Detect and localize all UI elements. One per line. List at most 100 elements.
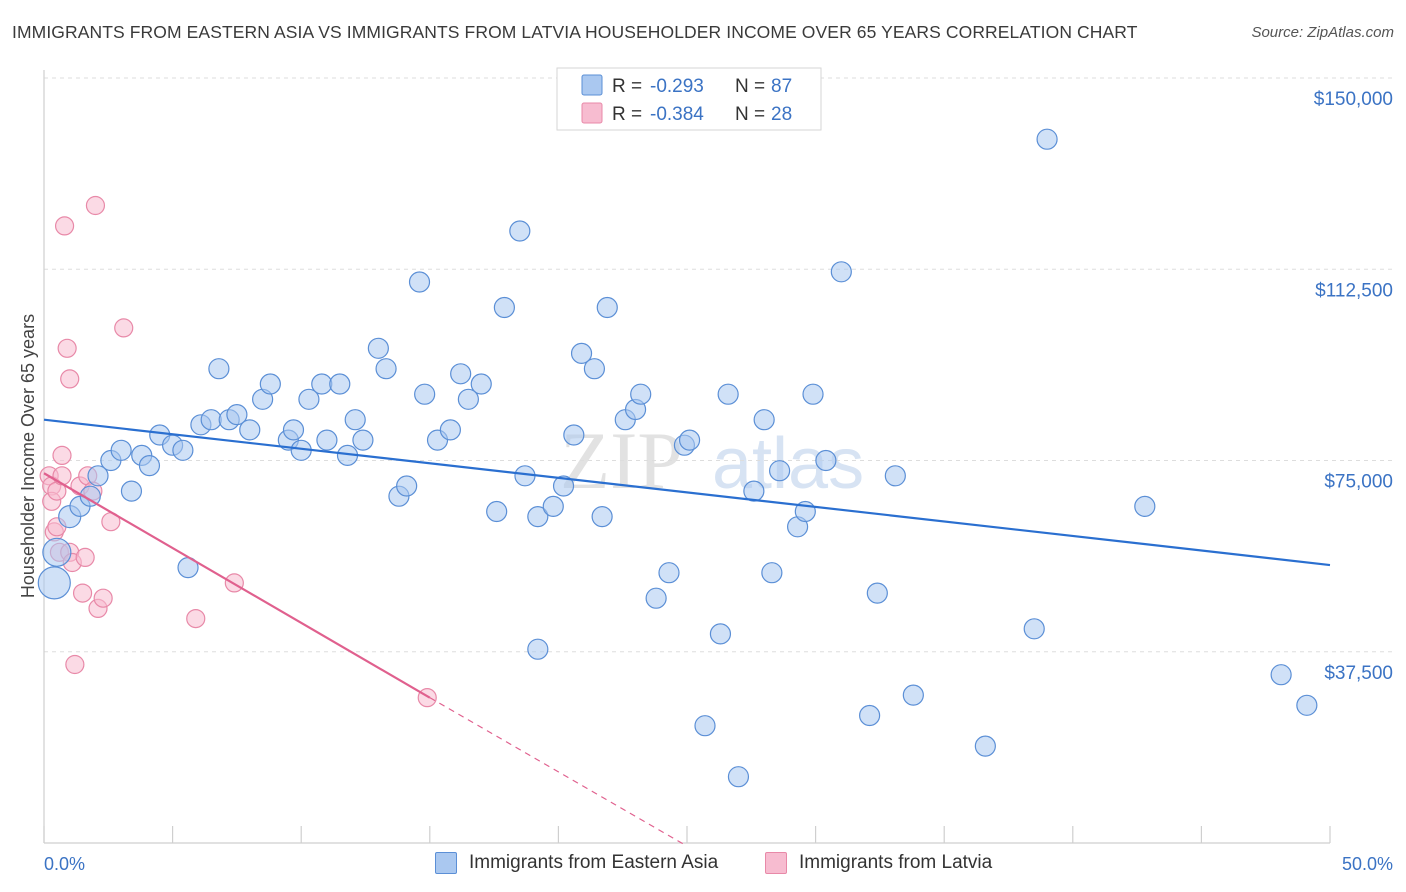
data-point-eastern-asia — [79, 485, 101, 507]
data-point-latvia — [65, 654, 85, 675]
data-point-latvia — [54, 216, 75, 236]
watermark-atlas: atlas — [712, 424, 864, 504]
data-point-eastern-asia — [408, 271, 431, 293]
series-latvia-points — [39, 195, 437, 708]
trend-line-eastern-asia — [43, 418, 1331, 567]
data-point-eastern-asia — [596, 296, 618, 319]
y-tick-label: $112,500 — [1315, 280, 1393, 301]
data-point-eastern-asia — [527, 638, 549, 660]
data-point-eastern-asia — [802, 383, 824, 405]
data-point-eastern-asia — [493, 296, 515, 319]
trend-line-latvia-extension — [429, 697, 688, 847]
data-point-eastern-asia — [329, 373, 351, 395]
axes — [43, 70, 1331, 844]
legend: R = -0.293 N = 87 R = -0.384 N = 28 — [556, 67, 822, 131]
data-point-eastern-asia — [552, 475, 575, 497]
y-axis-title: Householder Income Over 65 years — [18, 314, 38, 598]
data-point-eastern-asia — [974, 735, 996, 757]
bottom-legend-swatch-blue — [435, 852, 457, 874]
data-point-eastern-asia — [208, 358, 230, 380]
data-point-eastern-asia — [457, 388, 479, 410]
data-point-latvia — [114, 318, 134, 338]
legend-swatch-blue — [581, 74, 603, 96]
gridlines — [44, 77, 1393, 653]
data-point-eastern-asia — [678, 429, 701, 451]
data-point-eastern-asia — [570, 342, 593, 364]
chart-title: IMMIGRANTS FROM EASTERN ASIA VS IMMIGRAN… — [12, 22, 1138, 42]
data-point-eastern-asia — [866, 582, 888, 604]
data-point-eastern-asia — [591, 505, 613, 528]
legend-r-value-2: -0.384 — [650, 104, 704, 125]
legend-r-label-2: R = — [612, 104, 642, 125]
data-point-eastern-asia — [645, 587, 667, 609]
legend-n-value-2: 28 — [771, 104, 792, 125]
data-point-latvia — [85, 195, 106, 216]
data-point-eastern-asia — [316, 429, 338, 451]
y-tick-label: $150,000 — [1314, 89, 1393, 110]
data-point-latvia — [52, 466, 72, 486]
data-point-eastern-asia — [298, 388, 320, 410]
data-point-eastern-asia — [902, 684, 924, 706]
data-point-eastern-asia — [282, 419, 305, 441]
legend-n-label-1: N = — [735, 76, 765, 97]
legend-r-label-1: R = — [612, 76, 642, 97]
data-point-eastern-asia — [753, 409, 775, 431]
data-point-eastern-asia — [1270, 664, 1292, 686]
data-point-eastern-asia — [527, 505, 549, 528]
data-point-eastern-asia — [509, 220, 531, 242]
data-point-eastern-asia — [200, 409, 222, 431]
data-point-eastern-asia — [1134, 495, 1156, 517]
legend-n-value-1: 87 — [771, 76, 792, 97]
data-point-eastern-asia — [658, 562, 680, 584]
source-label: Source: ZipAtlas.com — [1251, 24, 1394, 41]
bottom-legend-item-latvia: Immigrants from Latvia — [765, 852, 992, 874]
data-point-eastern-asia — [311, 373, 333, 395]
data-point-eastern-asia — [414, 383, 436, 405]
data-point-eastern-asia — [630, 383, 652, 405]
y-axis-ticks: $37,500 $75,000 $112,500 $150,000 — [1314, 89, 1393, 684]
data-point-eastern-asia — [470, 373, 492, 395]
legend-n-label-2: N = — [735, 104, 765, 125]
data-point-eastern-asia — [743, 480, 765, 502]
bottom-legend: Immigrants from Eastern Asia Immigrants … — [0, 848, 1406, 880]
data-point-eastern-asia — [727, 766, 750, 788]
data-point-eastern-asia — [1036, 128, 1058, 150]
data-point-eastern-asia — [717, 383, 739, 405]
data-point-eastern-asia — [375, 358, 397, 380]
data-point-latvia — [57, 338, 77, 358]
data-point-eastern-asia — [761, 562, 783, 584]
x-axis-ticks: 0.0% 50.0% — [44, 854, 1393, 874]
bottom-legend-swatch-pink — [765, 852, 787, 874]
y-tick-label: $37,500 — [1324, 663, 1393, 684]
data-point-eastern-asia — [87, 465, 109, 487]
data-point-eastern-asia — [259, 373, 281, 395]
data-point-eastern-asia — [563, 424, 585, 446]
series-eastern-asia-points — [37, 128, 1318, 788]
data-point-latvia — [60, 369, 80, 389]
trend-line-latvia — [43, 472, 431, 699]
data-point-eastern-asia — [694, 715, 716, 737]
data-point-latvia — [75, 547, 95, 568]
data-point-eastern-asia — [830, 261, 852, 283]
data-point-latvia — [93, 588, 113, 608]
data-point-latvia — [186, 608, 206, 629]
data-point-eastern-asia — [172, 439, 194, 461]
data-point-eastern-asia — [486, 500, 508, 523]
data-point-eastern-asia — [709, 623, 732, 645]
y-tick-label: $75,000 — [1324, 472, 1393, 493]
data-point-eastern-asia — [884, 465, 906, 487]
data-point-eastern-asia — [37, 566, 71, 600]
data-point-latvia — [52, 445, 72, 465]
bottom-legend-label-latvia: Immigrants from Latvia — [799, 852, 993, 873]
data-point-eastern-asia — [768, 460, 791, 482]
data-point-eastern-asia — [450, 363, 472, 385]
data-point-eastern-asia — [42, 537, 72, 567]
data-point-eastern-asia — [396, 475, 418, 497]
legend-swatch-pink — [581, 102, 603, 124]
legend-r-value-1: -0.293 — [650, 76, 704, 97]
data-point-eastern-asia — [439, 419, 461, 441]
data-point-eastern-asia — [110, 439, 132, 461]
data-point-eastern-asia — [352, 429, 374, 451]
data-point-eastern-asia — [344, 409, 366, 431]
